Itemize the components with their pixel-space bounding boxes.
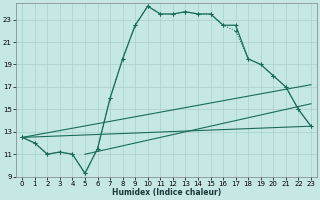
X-axis label: Humidex (Indice chaleur): Humidex (Indice chaleur) <box>112 188 221 197</box>
